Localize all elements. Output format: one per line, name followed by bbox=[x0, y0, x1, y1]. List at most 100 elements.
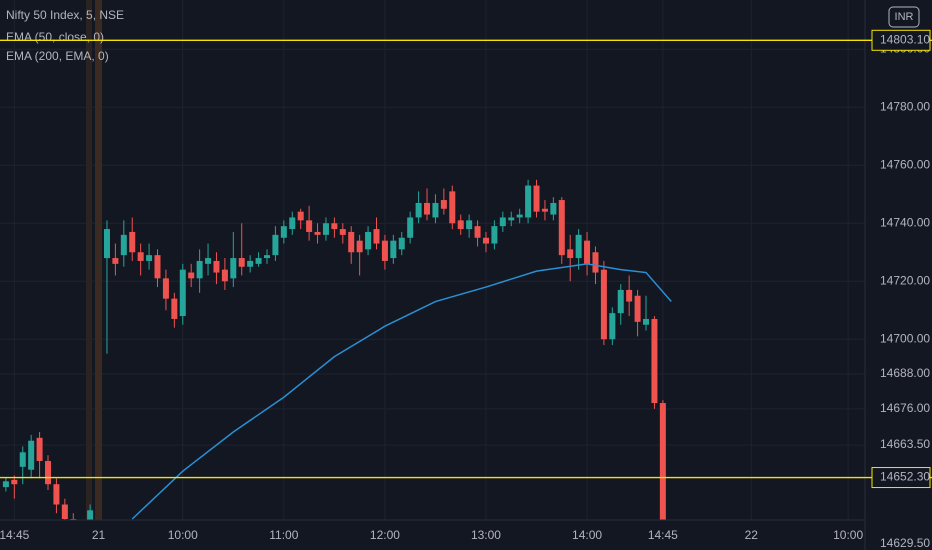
candle-body bbox=[626, 289, 633, 302]
candle-body bbox=[53, 484, 60, 505]
candle-body bbox=[280, 226, 287, 238]
x-tick-label: 12:00 bbox=[370, 528, 400, 542]
candle-body bbox=[61, 504, 68, 520]
candle-body bbox=[263, 255, 270, 259]
candle-body bbox=[196, 260, 203, 279]
candle-body bbox=[634, 295, 641, 322]
candle-body bbox=[617, 289, 624, 314]
x-tick-label: 14:45 bbox=[648, 528, 678, 542]
candle-body bbox=[567, 249, 574, 259]
candle-body bbox=[230, 258, 237, 279]
candle-body bbox=[289, 217, 296, 230]
price-label: 14803.10 bbox=[880, 32, 930, 46]
candle-body bbox=[162, 278, 169, 299]
y-tick-label: 14688.00 bbox=[880, 366, 930, 380]
ema-line bbox=[131, 263, 672, 520]
candle-body bbox=[407, 217, 414, 238]
candle-body bbox=[373, 229, 380, 244]
y-tick-label: 14780.00 bbox=[880, 99, 930, 113]
candle-body bbox=[499, 217, 506, 227]
x-tick-label: 10:00 bbox=[168, 528, 198, 542]
candle-body bbox=[508, 217, 515, 221]
candle-body bbox=[348, 231, 355, 253]
candle-body bbox=[255, 258, 262, 264]
candle-body bbox=[398, 237, 405, 250]
candle-body bbox=[213, 260, 220, 273]
candle-body bbox=[331, 223, 338, 230]
candle-body bbox=[575, 234, 582, 259]
candle-body bbox=[474, 226, 481, 238]
y-tick-label: 14760.00 bbox=[880, 157, 930, 171]
x-tick-label: 13:00 bbox=[471, 528, 501, 542]
candle-body bbox=[120, 234, 127, 256]
candle-body bbox=[381, 240, 388, 261]
candle-body bbox=[297, 211, 304, 221]
y-tick-label: 14740.00 bbox=[880, 215, 930, 229]
price-label-box bbox=[871, 467, 931, 489]
y-tick-label: 14700.00 bbox=[880, 331, 930, 345]
candle-body bbox=[314, 231, 321, 235]
candle-body bbox=[651, 318, 658, 404]
y-tick-label: 14663.50 bbox=[880, 437, 930, 451]
candle-body bbox=[322, 223, 329, 235]
y-tick-label: 14720.00 bbox=[880, 273, 930, 287]
candle-body bbox=[137, 252, 144, 261]
currency[interactable]: INR bbox=[895, 11, 914, 23]
x-tick-label: 21 bbox=[92, 528, 106, 542]
candle-body bbox=[390, 240, 397, 259]
y-tick-label: 14629.50 bbox=[880, 536, 930, 550]
candle-body bbox=[516, 214, 523, 218]
candle-body bbox=[221, 269, 228, 282]
candle-body bbox=[103, 229, 110, 259]
session-break bbox=[95, 0, 102, 520]
candle-body bbox=[188, 272, 195, 279]
candle-body bbox=[19, 452, 26, 467]
candle-body bbox=[415, 202, 422, 218]
candle-body bbox=[45, 461, 52, 485]
plot bbox=[2, 179, 672, 520]
candle-body bbox=[424, 202, 431, 215]
candle-body bbox=[112, 258, 119, 264]
candle-body bbox=[247, 260, 254, 267]
candle-body bbox=[28, 440, 35, 470]
candle-body bbox=[365, 231, 372, 250]
x-tick-label: 22 bbox=[745, 528, 759, 542]
candle-body bbox=[609, 313, 616, 340]
candle-body bbox=[154, 255, 161, 279]
candle-body bbox=[11, 479, 18, 485]
time-axis bbox=[0, 520, 865, 550]
candle-body bbox=[558, 200, 565, 256]
candle-body bbox=[592, 252, 599, 273]
candle-body bbox=[600, 269, 607, 340]
candle-body bbox=[440, 200, 447, 209]
session-break bbox=[86, 0, 92, 520]
candle-body bbox=[2, 481, 9, 488]
candle-body bbox=[306, 220, 313, 232]
candle-body bbox=[533, 185, 540, 212]
candle-body bbox=[525, 185, 532, 218]
candle-body bbox=[356, 240, 363, 253]
candle-body bbox=[171, 298, 178, 319]
x-tick-label: 10:00 bbox=[833, 528, 863, 542]
candle-body bbox=[36, 437, 43, 462]
candle-body bbox=[339, 229, 346, 235]
x-tick-label: 14:45 bbox=[0, 528, 30, 542]
candle-body bbox=[457, 220, 464, 230]
candle-body bbox=[466, 220, 473, 230]
chart-title: Nifty 50 Index, 5, NSE bbox=[6, 8, 124, 22]
x-tick-label: 11:00 bbox=[269, 528, 298, 542]
candle-body bbox=[449, 191, 456, 224]
candle-body bbox=[205, 258, 212, 264]
currency-box[interactable] bbox=[888, 6, 920, 28]
candle-body bbox=[272, 234, 279, 256]
candle-body bbox=[238, 258, 245, 267]
candle-body bbox=[87, 510, 94, 520]
candle-body bbox=[482, 237, 489, 244]
legend-entry: EMA (200, EMA, 0) bbox=[6, 49, 109, 63]
x-tick-label: 14:00 bbox=[572, 528, 602, 542]
candle-body bbox=[659, 403, 666, 520]
price-axis bbox=[865, 0, 932, 550]
